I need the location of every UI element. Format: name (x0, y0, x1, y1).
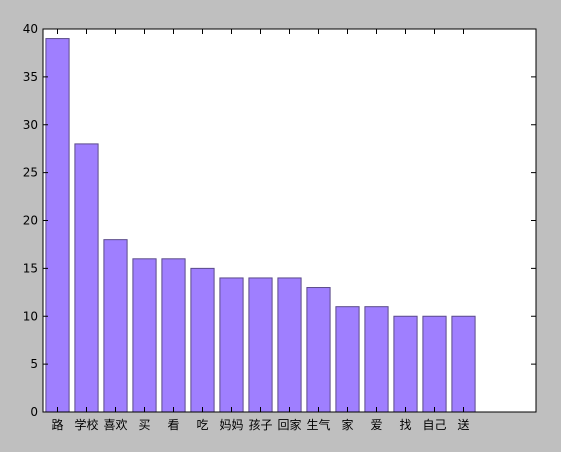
bar-13 (394, 316, 417, 412)
ytick-label: 35 (23, 70, 38, 84)
xtick-label: 买 (138, 418, 150, 432)
xtick-label: 找 (399, 418, 411, 432)
bar-7 (220, 278, 243, 412)
ytick-label: 0 (30, 405, 38, 419)
bar-1 (46, 39, 69, 412)
bar-2 (75, 144, 98, 412)
bar-9 (278, 278, 301, 412)
xtick-label: 爱 (370, 418, 382, 432)
xtick-label: 孩子 (248, 418, 272, 432)
bar-8 (249, 278, 272, 412)
ytick-label: 40 (23, 22, 38, 36)
ytick-label: 5 (30, 357, 38, 371)
bar-14 (423, 316, 446, 412)
ytick-label: 10 (23, 309, 38, 323)
xtick-label: 妈妈 (219, 418, 243, 432)
xtick-label: 吃 (196, 418, 208, 432)
xtick-label: 生气 (306, 417, 330, 432)
xtick-label: 家 (341, 417, 353, 432)
xtick-label: 回家 (277, 417, 301, 432)
bar-3 (104, 240, 127, 412)
ytick-label: 30 (23, 118, 38, 132)
bar-4 (133, 259, 156, 412)
ytick-label: 20 (23, 214, 38, 228)
xtick-label: 学校 (74, 417, 98, 432)
xtick-label: 喜欢 (103, 417, 127, 432)
bar-11 (336, 307, 359, 412)
bar-15 (452, 316, 475, 412)
xtick-label: 自己 (422, 418, 446, 432)
ytick-label: 15 (23, 261, 38, 275)
bar-5 (162, 259, 185, 412)
xtick-label: 送 (457, 417, 469, 432)
bar-6 (191, 268, 214, 412)
ytick-label: 25 (23, 166, 38, 180)
xtick-label: 路 (51, 417, 63, 432)
bar-10 (307, 288, 330, 412)
xtick-label: 看 (167, 418, 179, 432)
bar-12 (365, 307, 388, 412)
